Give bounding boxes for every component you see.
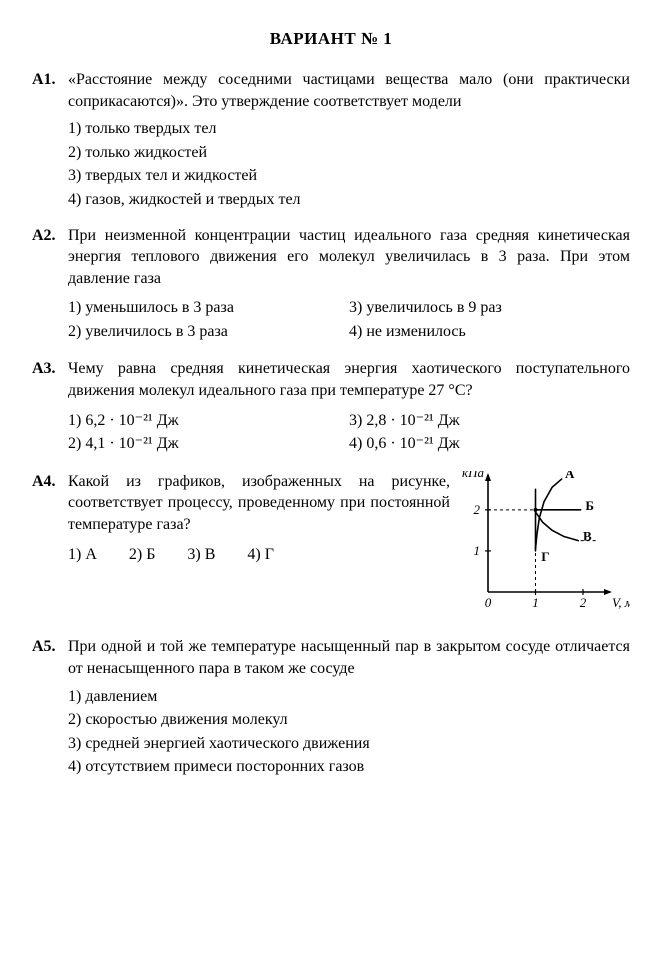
svg-text:p, кПа: p, кПа (460, 471, 484, 480)
option: 4) газов, жидкостей и твердых тел (68, 189, 630, 211)
q-label: А1. (32, 69, 68, 91)
option: 2) скоростью движения молекул (68, 709, 630, 731)
q-text: При неизменной концентрации частиц идеал… (68, 225, 630, 290)
question-a2: А2. При неизменной концентрации частиц и… (32, 225, 630, 345)
options-inline: 1) А 2) Б 3) В 4) Г (68, 544, 450, 566)
question-a3: А3. Чему равна средняя кинетическая энер… (32, 358, 630, 456)
q-label: А4. (32, 471, 68, 493)
svg-text:Б: Б (585, 498, 594, 513)
pv-chart: 0 1 2 1 2 p, кПа V, м³ А Б В Г (460, 471, 630, 623)
svg-text:А: А (565, 471, 575, 481)
option: 2) Б (129, 544, 156, 566)
svg-text:1: 1 (532, 595, 539, 610)
q-text: Какой из графиков, изображенных на рисун… (68, 471, 450, 536)
svg-text:0: 0 (485, 595, 492, 610)
question-a1: А1. «Расстояние между соседними частицам… (32, 69, 630, 211)
option: 2) увеличилось в 3 раза (68, 321, 349, 343)
option: 3) средней энергией хаотического движени… (68, 733, 630, 755)
option: 4) отсутствием примеси посторонних газов (68, 756, 630, 778)
q-label: А2. (32, 225, 68, 247)
q-text: Чему равна средняя кинетическая энергия … (68, 358, 630, 401)
q-label: А5. (32, 636, 68, 658)
option: 1) А (68, 544, 97, 566)
option: 2) 4,1 · 10⁻²¹ Дж (68, 433, 349, 455)
q-text: «Расстояние между соседними частицами ве… (68, 69, 630, 112)
variant-title: ВАРИАНТ № 1 (32, 28, 630, 51)
option: 4) Г (247, 544, 274, 566)
option: 4) 0,6 · 10⁻²¹ Дж (349, 433, 630, 455)
question-a4: А4. Какой из графиков, изображенных на р… (32, 471, 630, 623)
q-text: При одной и той же температуре насыщенны… (68, 636, 630, 679)
option: 3) увеличилось в 9 раз (349, 297, 630, 319)
option: 3) В (187, 544, 215, 566)
option: 4) не изменилось (349, 321, 630, 343)
option: 2) только жидкостей (68, 142, 630, 164)
option: 1) только твердых тел (68, 118, 630, 140)
question-a5: А5. При одной и той же температуре насыщ… (32, 636, 630, 778)
svg-text:2: 2 (474, 502, 481, 517)
svg-text:1: 1 (474, 543, 481, 558)
svg-text:2: 2 (580, 595, 587, 610)
svg-text:В: В (583, 529, 592, 544)
option: 3) 2,8 · 10⁻²¹ Дж (349, 410, 630, 432)
svg-text:V, м³: V, м³ (612, 595, 630, 610)
svg-text:Г: Г (541, 549, 549, 564)
option: 3) твердых тел и жидкостей (68, 165, 630, 187)
option: 1) 6,2 · 10⁻²¹ Дж (68, 410, 349, 432)
option: 1) давлением (68, 686, 630, 708)
q-label: А3. (32, 358, 68, 380)
option: 1) уменьшилось в 3 раза (68, 297, 349, 319)
